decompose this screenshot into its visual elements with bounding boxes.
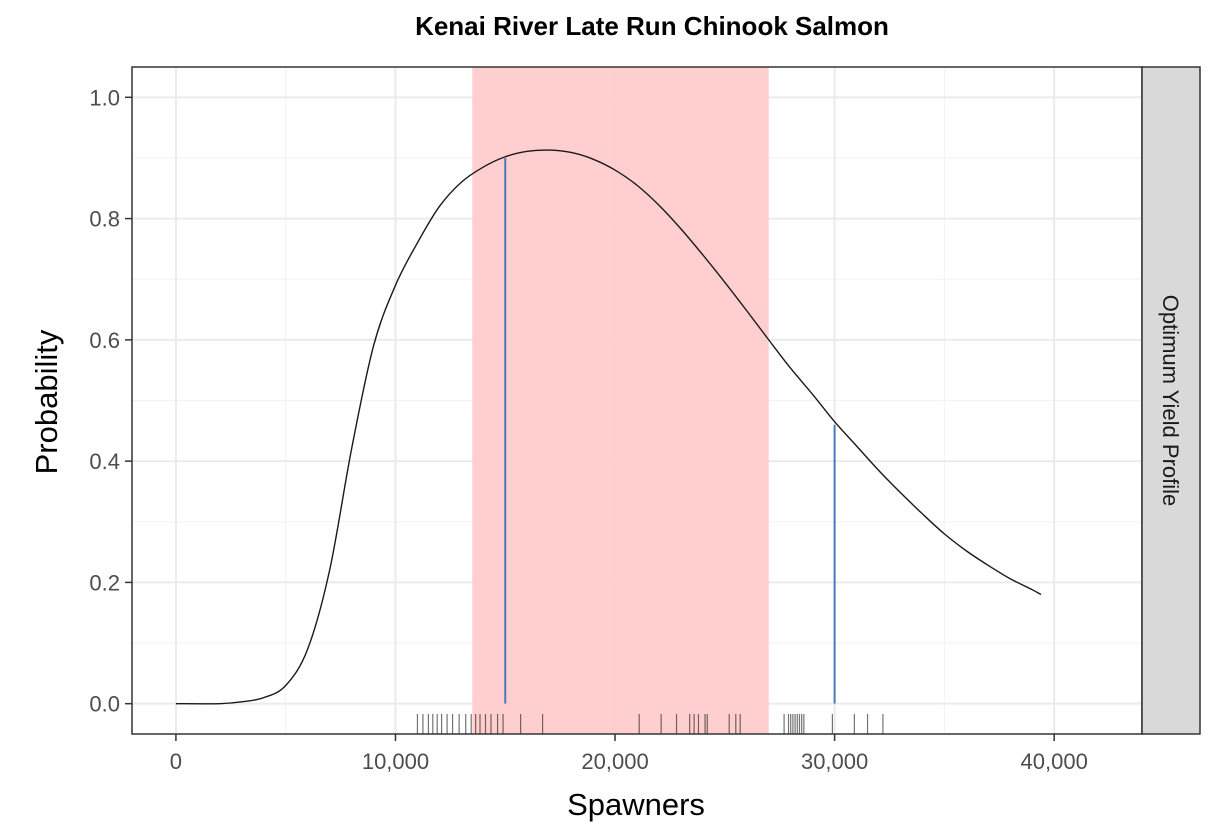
plot-panel [131,66,1143,735]
chart-title: Kenai River Late Run Chinook Salmon [415,11,889,41]
x-tick-label: 30,000 [801,749,868,774]
x-axis-ticks: 0 10,000 20,000 30,000 40,000 [170,734,1088,774]
facet-strip-label: Optimum Yield Profile [1158,295,1183,507]
rug-ticks [416,714,884,734]
x-tick-label: 0 [170,749,182,774]
vertical-lines [504,157,836,704]
y-axis-title: Probability [29,329,64,474]
y-tick-label: 0.2 [89,570,120,595]
shaded-range [472,67,769,734]
x-tick-label: 40,000 [1021,749,1088,774]
series-line [175,149,1042,705]
x-axis-title: Spawners [567,787,705,822]
x-tick-label: 10,000 [362,749,429,774]
facet-strip-background [1141,66,1201,735]
y-tick-label: 0.0 [89,692,120,717]
y-tick-label: 0.8 [89,207,120,232]
y-axis-ticks: 0.0 0.2 0.4 0.6 0.8 1.0 [89,85,132,717]
y-tick-label: 0.6 [89,328,120,353]
x-tick-label: 20,000 [581,749,648,774]
y-tick-label: 1.0 [89,85,120,110]
y-tick-label: 0.4 [89,449,120,474]
facet-strip: Optimum Yield Profile [1141,66,1201,735]
